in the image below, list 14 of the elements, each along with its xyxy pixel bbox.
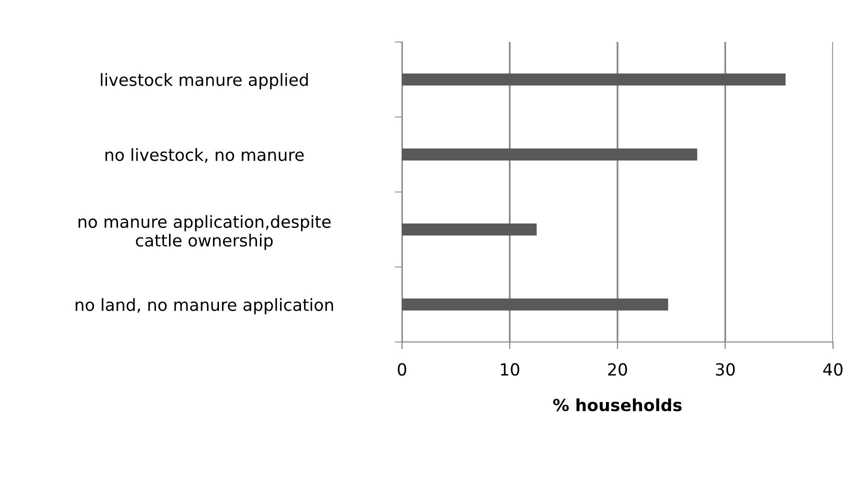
y-tick-label: no livestock, no manure: [106, 148, 304, 163]
y-tick-label: no manure application,despite cattle ownership: [78, 215, 331, 250]
bar: [402, 224, 537, 236]
bar: [402, 148, 698, 160]
x-axis-title: % households: [553, 398, 682, 412]
y-tick-label: no land, no manure application: [76, 298, 334, 314]
x-tick-label: 20: [608, 363, 627, 376]
x-tick-label: 0: [398, 363, 406, 376]
bar: [402, 298, 668, 310]
y-tick-label: livestock manure applied: [100, 73, 308, 90]
bar: [402, 74, 786, 86]
x-tick-label: 30: [716, 363, 735, 376]
x-tick-label: 40: [823, 363, 842, 376]
x-tick-label: 10: [500, 363, 520, 376]
